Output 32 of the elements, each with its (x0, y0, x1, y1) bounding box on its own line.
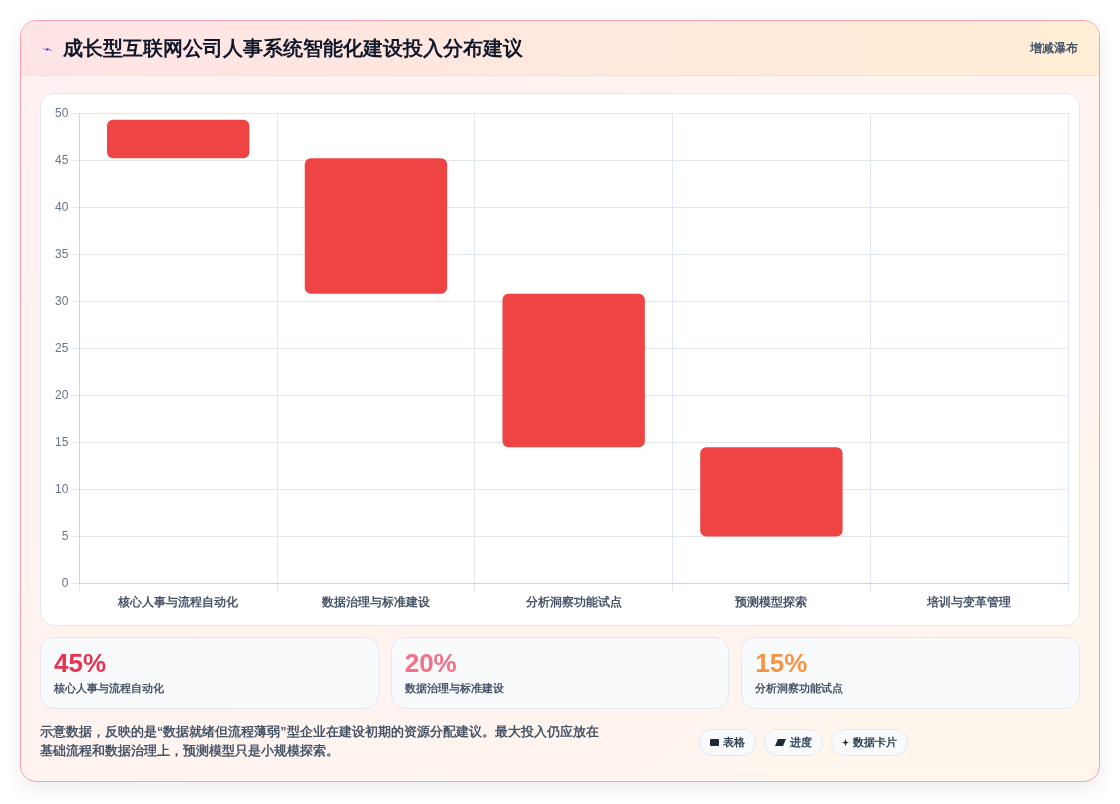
y-tick-label: 10 (54, 481, 69, 496)
chart-title: 成长型互联网公司人事系统智能化建设投入分布建议 (63, 35, 523, 61)
chart-subtitle: 增减瀑布 (1030, 39, 1078, 57)
y-tick-label: 15 (54, 434, 69, 449)
text: 示意数据，反映的是“数据就绪但流程薄弱”型企业在建设初期的资源分配建议。最大投入仍应放在基础流程和数据治理上，预测模型只是小规模探索。 (40, 723, 600, 760)
category-label: 核心人事与流程自动化 (54, 681, 165, 696)
x-tick-label: 培训与变革管理 (926, 595, 1012, 610)
x-tick-label: 分析洞察功能试点 (524, 595, 622, 610)
text: 15% (755, 648, 808, 678)
x-tick-label: 核心人事与流程自动化 (117, 595, 240, 610)
text: 表格 (723, 734, 745, 750)
text: 20% (404, 648, 457, 678)
x-tick-label: 预测模型探索 (734, 595, 808, 610)
category-label: 分析洞察功能试点 (755, 681, 845, 696)
y-tick-label: 35 (54, 246, 69, 261)
y-tick-label: 25 (54, 340, 69, 355)
y-tick-label: 20 (54, 387, 69, 402)
y-tick-label: 30 (54, 293, 69, 308)
x-tick-label: 数据治理与标准建设 (320, 595, 431, 610)
y-tick-label: 45 (54, 152, 69, 167)
category-label: 数据治理与标准建设 (404, 681, 505, 696)
bar (304, 158, 448, 294)
text: 数据卡片 (853, 734, 897, 750)
y-tick-label: 5 (61, 528, 69, 543)
y-tick-label: 0 (61, 575, 69, 590)
y-tick-label: 40 (54, 199, 69, 214)
bar (502, 293, 645, 448)
bar (107, 119, 250, 159)
text: 进度 (790, 734, 812, 750)
text: 45% (54, 648, 107, 678)
bar (700, 447, 843, 537)
y-tick-label: 50 (54, 105, 69, 120)
